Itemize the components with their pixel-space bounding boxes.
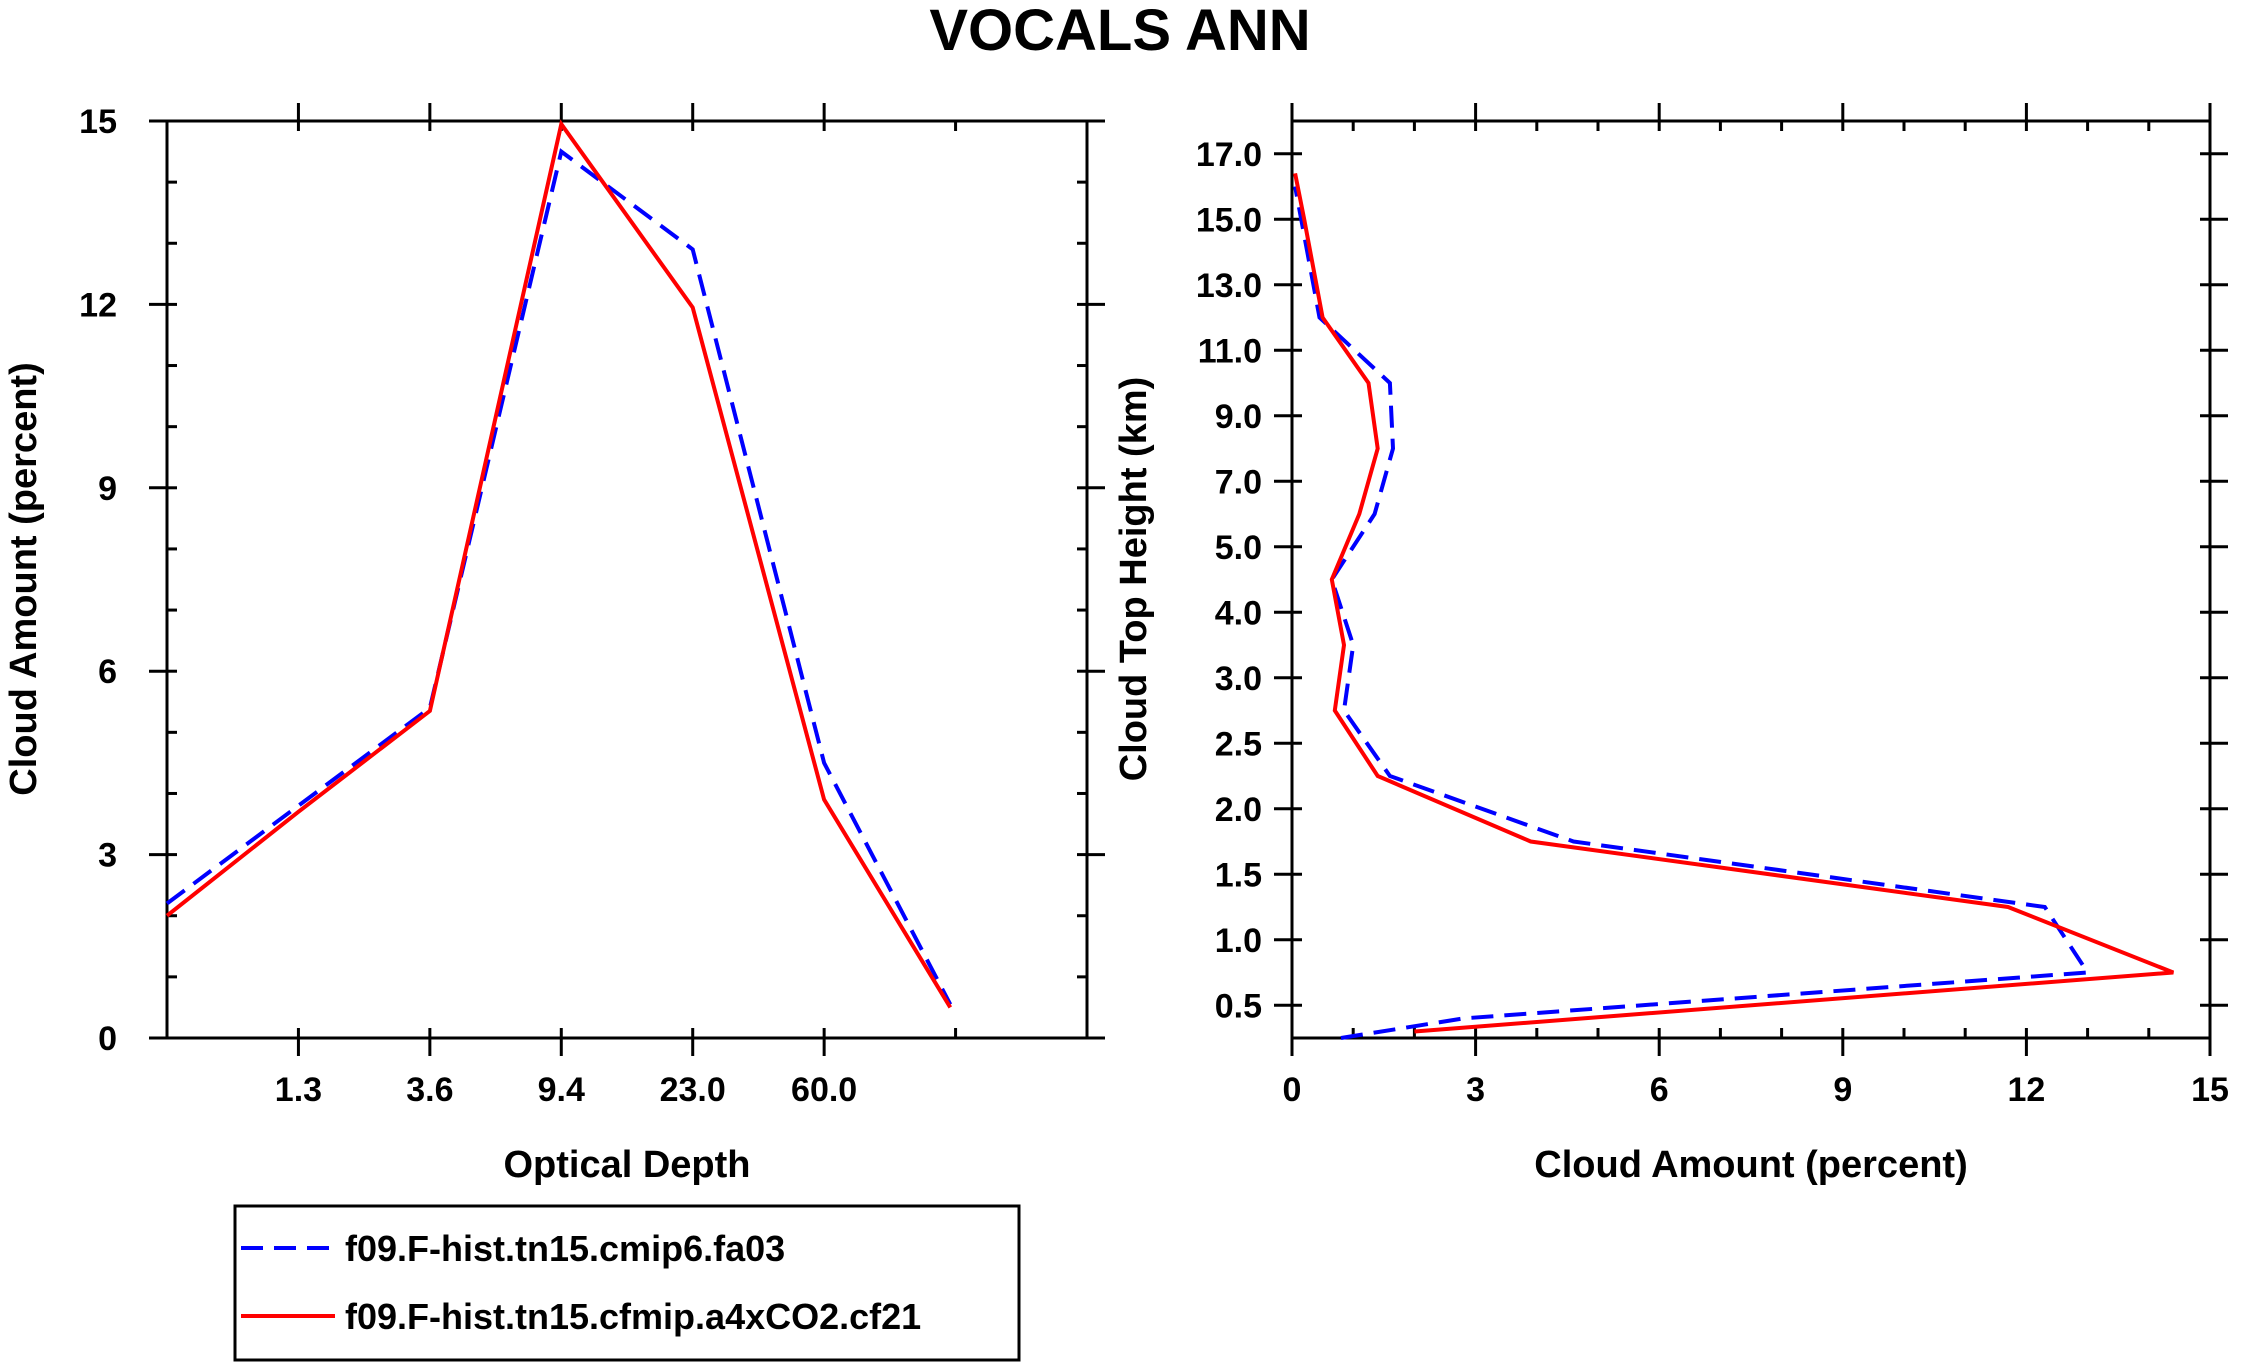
left-series-line-2 xyxy=(165,119,953,1009)
legend-label-series-2: f09.F-hist.tn15.cfmip.a4xCO2.cf21 xyxy=(345,1296,921,1337)
left-x-axis-title: Optical Depth xyxy=(503,1144,750,1186)
left-x-tick-label: 23.0 xyxy=(660,1071,726,1109)
left-x-tick-label: 60.0 xyxy=(791,1071,857,1109)
right-x-tick-label: 0 xyxy=(1283,1071,1302,1109)
left-x-tick-label: 3.6 xyxy=(406,1071,453,1109)
main-title: VOCALS ANN xyxy=(929,0,1310,63)
right-x-tick-label: 12 xyxy=(2007,1071,2045,1109)
right-y-tick-label: 9.0 xyxy=(1215,398,1262,436)
right-y-tick-label: 0.5 xyxy=(1215,987,1262,1025)
right-series-line-1 xyxy=(1293,186,2092,1040)
left-y-tick-label: 15 xyxy=(79,103,117,141)
right-y-tick-label: 13.0 xyxy=(1196,267,1262,305)
right-panel-cloud-top-height: 0 3 6 9 12 15 0.5 1.0 1.5 2.0 2.5 3.0 4.0 5.0 7.0 9.0 11… xyxy=(1113,103,2229,1186)
right-y-tick-label: 7.0 xyxy=(1215,463,1262,501)
right-x-tick-label: 3 xyxy=(1466,1071,1485,1109)
left-y-tick-label: 12 xyxy=(79,286,117,324)
left-series-line-1 xyxy=(165,148,953,1006)
right-series xyxy=(1293,173,2175,1040)
legend-label-series-1: f09.F-hist.tn15.cmip6.fa03 xyxy=(345,1228,785,1269)
right-y-tick-label: 11.0 xyxy=(1198,332,1262,370)
right-plot-frame xyxy=(1290,119,2212,1040)
right-x-tick-label: 6 xyxy=(1650,1071,1669,1109)
left-x-tick-label: 1.3 xyxy=(275,1071,322,1109)
right-ticks: 0 3 6 9 12 15 0.5 1.0 1.5 2.0 2.5 3.0 4.0 5.0 7.0 9.0 11… xyxy=(1196,103,2229,1109)
right-x-axis-title: Cloud Amount (percent) xyxy=(1534,1144,1967,1186)
right-y-tick-label: 1.5 xyxy=(1215,856,1262,894)
left-ticks: 1.3 3.6 9.4 23.0 60.0 0 3 6 9 12 15 xyxy=(79,103,1105,1109)
right-y-tick-label: 3.0 xyxy=(1215,660,1262,698)
legend: f09.F-hist.tn15.cmip6.fa03 f09.F-hist.tn… xyxy=(233,1204,1021,1362)
legend-box xyxy=(233,1204,1021,1362)
right-x-tick-label: 15 xyxy=(2191,1071,2229,1109)
left-x-tick-label: 9.4 xyxy=(538,1071,585,1109)
right-y-axis-title: Cloud Top Height (km) xyxy=(1113,377,1155,782)
right-y-tick-label: 1.0 xyxy=(1215,922,1262,960)
right-y-tick-label: 5.0 xyxy=(1215,529,1262,567)
left-y-tick-label: 0 xyxy=(98,1020,117,1058)
left-y-axis-title: Cloud Amount (percent) xyxy=(3,362,45,795)
right-y-tick-label: 2.0 xyxy=(1215,791,1262,829)
right-x-tick-label: 9 xyxy=(1833,1071,1852,1109)
right-y-tick-label: 17.0 xyxy=(1196,136,1262,174)
right-y-tick-label: 2.5 xyxy=(1215,725,1262,763)
right-y-tick-label: 4.0 xyxy=(1215,594,1262,632)
left-y-tick-label: 6 xyxy=(98,653,117,691)
right-series-line-2 xyxy=(1293,173,2175,1034)
left-series xyxy=(165,119,953,1009)
left-y-tick-label: 3 xyxy=(98,837,117,875)
left-y-tick-label: 9 xyxy=(98,470,117,508)
left-plot-frame xyxy=(165,119,1089,1040)
right-y-tick-label: 15.0 xyxy=(1196,201,1262,239)
